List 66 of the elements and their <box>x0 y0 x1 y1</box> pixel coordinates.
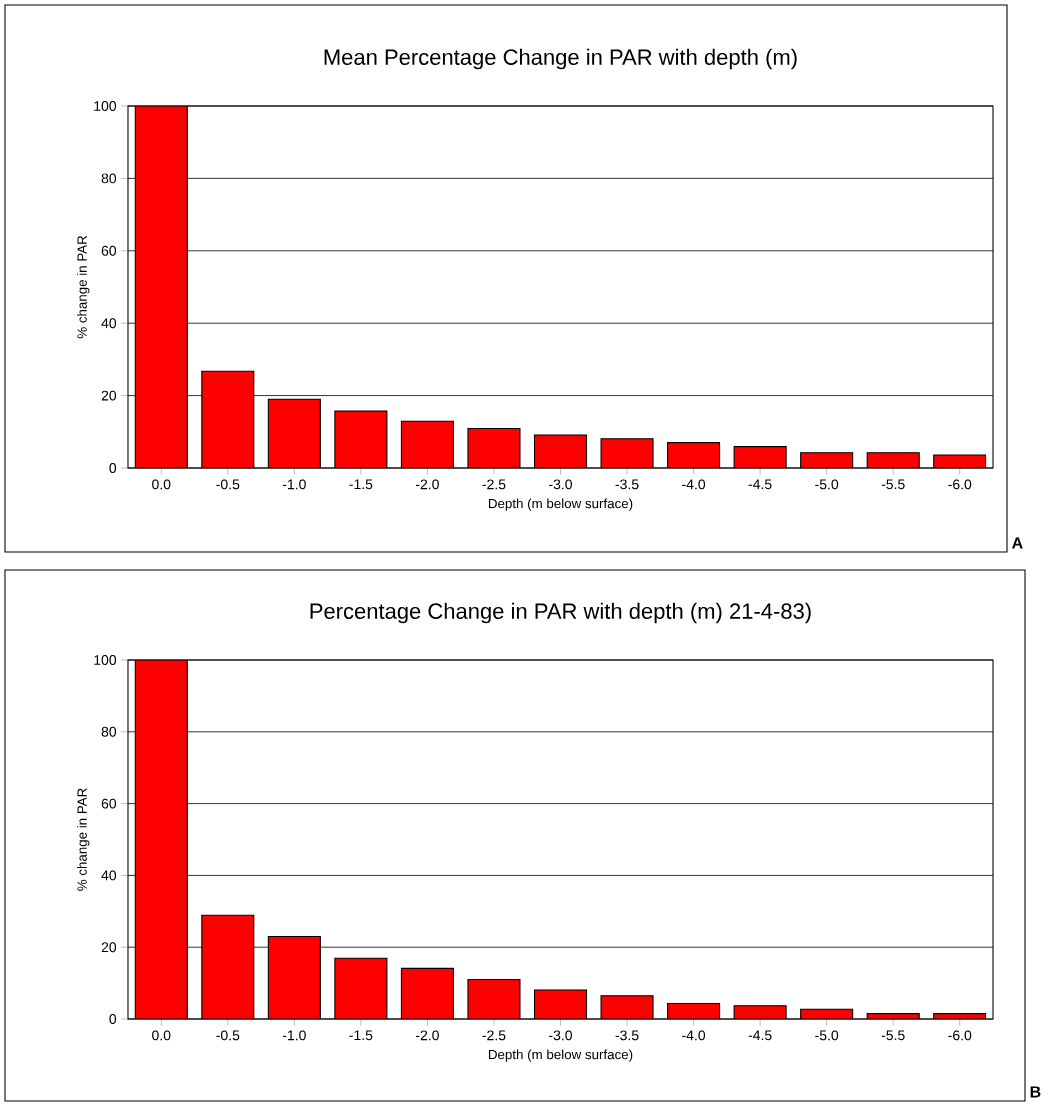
x-tick-label: -4.0 <box>682 479 706 490</box>
x-tick-label: -5.5 <box>881 1030 905 1041</box>
bar <box>533 989 588 1019</box>
y-tick-label: 100 <box>94 101 117 111</box>
bar <box>400 420 454 468</box>
x-tick-label: -5.5 <box>881 479 905 490</box>
bar <box>134 660 188 1019</box>
x-tick-label: -1.0 <box>282 479 306 490</box>
x-tick-label: -3.5 <box>615 479 639 490</box>
bar <box>800 452 854 468</box>
y-tick-label: 20 <box>101 390 117 401</box>
y-tick-label: 80 <box>101 173 117 184</box>
bar <box>334 957 388 1019</box>
bar <box>733 446 787 468</box>
text: A <box>1012 537 1023 549</box>
bar <box>334 410 388 468</box>
x-tick-label: -5.0 <box>815 1030 839 1041</box>
x-tick-label: -4.5 <box>748 1030 772 1041</box>
bar <box>667 442 721 468</box>
bar <box>600 995 654 1019</box>
bar <box>201 370 255 468</box>
x-tick-label: -1.5 <box>349 1030 373 1041</box>
x-tick-label: -6.0 <box>948 1030 972 1041</box>
y-tick-label: 80 <box>101 726 117 737</box>
x-tick-label: 0.0 <box>152 1030 171 1041</box>
bar <box>866 452 920 468</box>
bar <box>600 438 654 468</box>
x-tick-label: -1.0 <box>282 1030 306 1041</box>
y-tick-label: 60 <box>101 245 117 256</box>
bar <box>134 105 188 468</box>
y-tick-label: 20 <box>101 942 117 953</box>
y-tick-label: 60 <box>101 798 117 809</box>
x-tick-label: -1.5 <box>349 479 373 490</box>
y-tick-label: 40 <box>101 318 117 329</box>
x-tick-label: -0.5 <box>216 479 240 490</box>
x-axis-title: Depth (m below surface) <box>488 498 633 511</box>
x-tick-label: -4.0 <box>682 1030 706 1041</box>
text: B <box>1030 1086 1041 1098</box>
bar <box>201 914 255 1019</box>
bar <box>267 398 321 468</box>
x-tick-label: -4.5 <box>748 479 772 490</box>
x-tick-label: -2.5 <box>482 1030 506 1041</box>
y-tick-label: 0 <box>109 1014 117 1024</box>
y-axis-title: % change in PAR <box>77 788 90 891</box>
chart-title: Mean Percentage Change in PAR with depth (m) <box>324 48 797 70</box>
chart-title: Percentage Change in PAR with depth (m) 21-4-83) <box>310 602 811 624</box>
x-tick-label: -2.5 <box>482 479 506 490</box>
x-tick-label: -2.0 <box>415 479 439 490</box>
bar <box>400 967 454 1019</box>
bar <box>267 935 321 1019</box>
x-tick-label: -0.5 <box>216 1030 240 1041</box>
x-tick-label: -6.0 <box>948 479 972 490</box>
y-tick-label: 100 <box>94 655 117 665</box>
y-tick-label: 40 <box>101 870 117 881</box>
y-axis-title: % change in PAR <box>77 235 90 339</box>
bar <box>467 427 521 468</box>
x-tick-label: -2.0 <box>415 1030 439 1041</box>
bar <box>533 434 588 468</box>
x-tick-label: -3.5 <box>615 1030 639 1041</box>
x-tick-label: -3.0 <box>549 479 573 490</box>
x-axis-title: Depth (m below surface) <box>488 1049 633 1062</box>
y-tick-label: 0 <box>109 463 117 473</box>
x-tick-label: -5.0 <box>815 479 839 490</box>
x-tick-label: -3.0 <box>549 1030 573 1041</box>
x-tick-label: 0.0 <box>152 479 171 490</box>
bar <box>467 978 521 1019</box>
